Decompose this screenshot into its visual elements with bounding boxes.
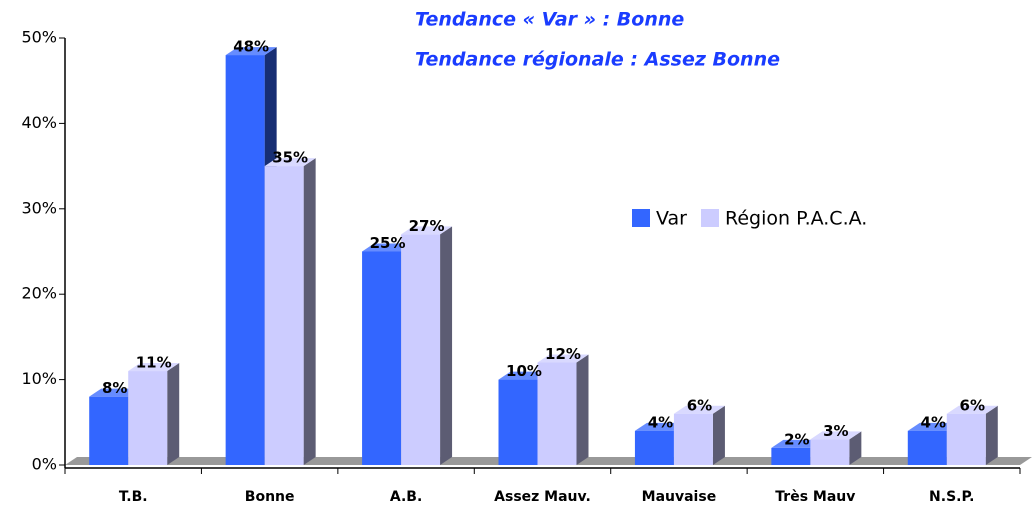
x-tick-label: Assez Mauv. [494, 489, 591, 505]
y-tick-label: 50% [21, 28, 57, 47]
bar-top [362, 243, 414, 252]
x-tick-label: Mauvaise [642, 489, 717, 505]
value-label: 8% [102, 379, 127, 397]
bar-side [440, 226, 453, 465]
bar-top [537, 354, 589, 363]
bar-top [673, 405, 725, 414]
legend-swatch [700, 209, 719, 227]
bar [264, 158, 316, 465]
bar [537, 354, 589, 465]
bar-front [362, 251, 402, 465]
bar-front [946, 413, 986, 465]
legend-label: Var [656, 208, 687, 230]
value-label: 25% [370, 234, 406, 252]
y-tick-label: 10% [21, 369, 57, 388]
bar-front [537, 362, 577, 465]
bar-top [225, 47, 277, 56]
bar-top [810, 431, 862, 440]
value-label: 6% [960, 396, 985, 414]
value-label: 11% [136, 354, 172, 372]
value-label: 2% [784, 430, 809, 448]
value-label: 35% [272, 149, 308, 167]
value-label: 27% [409, 217, 445, 235]
bar-top [946, 405, 998, 414]
bar-side [712, 405, 725, 465]
bar-front [673, 413, 713, 465]
y-tick-label: 20% [21, 284, 57, 303]
value-label: 4% [648, 413, 673, 431]
annotation: Tendance régionale : Assez Bonne [415, 49, 780, 71]
x-tick-label: A.B. [390, 489, 422, 505]
value-label: 6% [687, 396, 712, 414]
x-tick-label: Bonne [245, 489, 295, 505]
x-tick-label: N.S.P. [929, 489, 974, 505]
annotation: Tendance « Var » : Bonne [415, 9, 684, 31]
bar-top [771, 439, 823, 448]
bar-top [634, 422, 686, 431]
bar-top [401, 226, 453, 235]
bar-front [498, 379, 538, 465]
value-label: 4% [921, 413, 946, 431]
y-tick-label: 30% [21, 198, 57, 217]
value-label: 3% [823, 422, 848, 440]
x-tick-label: T.B. [119, 489, 148, 505]
bar-top [89, 388, 141, 397]
bar [128, 363, 180, 465]
bar-side [303, 158, 316, 465]
y-tick-label: 40% [21, 113, 57, 132]
bar-front [810, 439, 850, 465]
value-label: 48% [233, 38, 269, 56]
bar [810, 431, 862, 465]
bar-front [634, 430, 674, 465]
bar-front [401, 234, 441, 465]
bar-side [985, 405, 998, 465]
bar-top [907, 422, 959, 431]
bar-top [498, 371, 550, 380]
bar-side [576, 354, 589, 465]
bar-front [128, 371, 168, 465]
bar-top [264, 158, 316, 167]
bar-front [264, 166, 304, 465]
bar-top [128, 363, 180, 372]
bar [946, 405, 998, 465]
bar-front [771, 447, 811, 465]
bar-side [849, 431, 862, 465]
value-label: 10% [506, 362, 542, 380]
y-tick-label: 0% [32, 455, 57, 474]
bar-front [89, 396, 129, 465]
bar [401, 226, 453, 465]
value-label: 12% [545, 345, 581, 363]
legend-swatch [632, 209, 650, 227]
x-tick-label: Très Mauv [775, 489, 855, 505]
bar-front [225, 55, 265, 465]
bar-front [907, 430, 947, 465]
legend-label: Région P.A.C.A. [725, 208, 867, 230]
bar [673, 405, 725, 465]
bar-side [167, 363, 180, 465]
